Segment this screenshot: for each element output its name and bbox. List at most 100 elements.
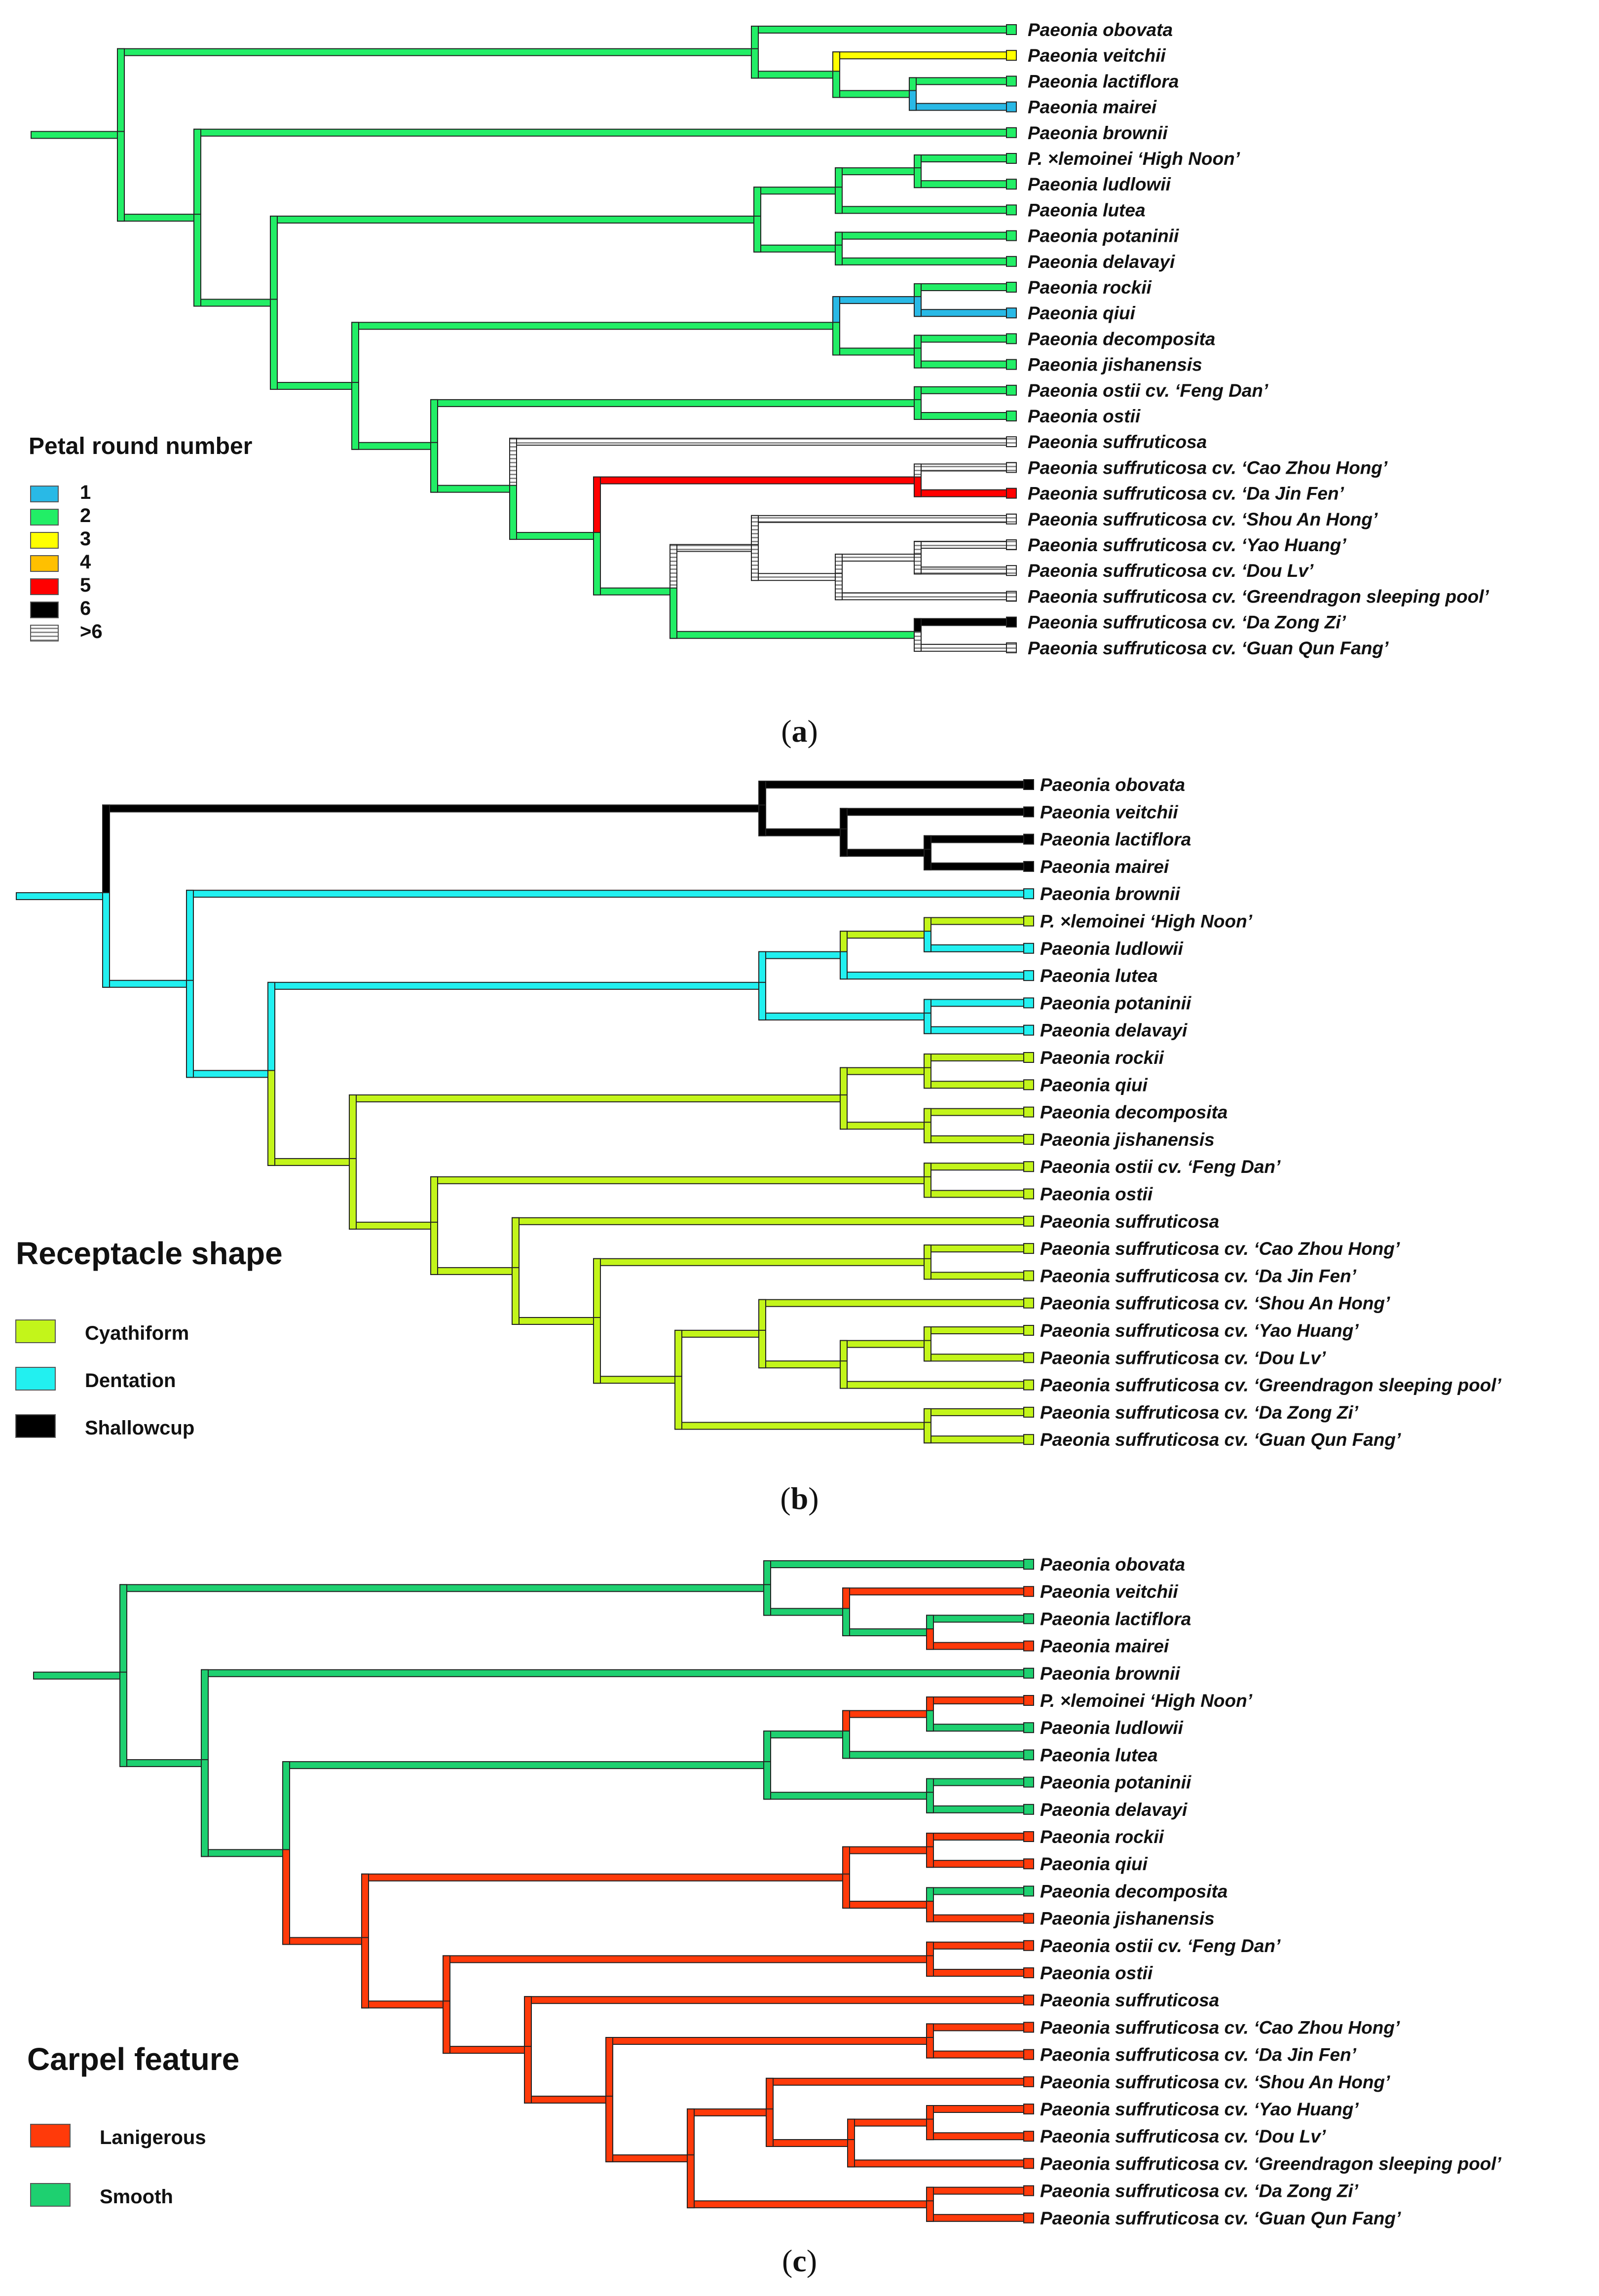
tree-branch <box>509 532 601 540</box>
tree-branch <box>117 131 125 222</box>
tree-branch <box>924 1340 931 1362</box>
tree-branch <box>186 979 194 1078</box>
tree-branch <box>669 544 677 596</box>
tree-branch <box>669 631 922 639</box>
tree-branch <box>926 1724 1025 1732</box>
tree-branch <box>687 2200 934 2209</box>
tree-branch <box>924 1190 1025 1198</box>
caption-letter: c <box>792 2243 807 2278</box>
tree-branch <box>117 214 201 222</box>
taxon-label: Paeonia suffruticosa cv. ‘Cao Zhou Hong’ <box>1040 2017 1400 2037</box>
tree-branch <box>847 2118 934 2127</box>
tip-state-marker <box>1023 1940 1034 1951</box>
legend-swatch <box>30 509 59 526</box>
tree-branch <box>605 2154 695 2163</box>
tip-state-marker <box>1006 75 1017 87</box>
tree-branch <box>924 1258 931 1280</box>
tree-branch <box>914 463 1008 472</box>
tree-branch <box>924 1326 1025 1334</box>
tree-branch <box>593 532 601 596</box>
tree-branch <box>443 2046 532 2054</box>
tree-branch <box>926 1941 1025 1950</box>
tree-branch <box>593 1258 601 1325</box>
tree-branch <box>763 1608 850 1616</box>
tree-branch <box>835 231 1008 240</box>
tree-branch <box>117 48 125 139</box>
tree-branch <box>840 1381 1025 1389</box>
tree-branch <box>842 1751 1025 1759</box>
tip-state-marker <box>1023 779 1034 790</box>
tree-branch <box>914 167 922 188</box>
taxon-label: Paeonia suffruticosa cv. ‘Greendragon sl… <box>1040 1375 1502 1395</box>
tree-root-branch <box>33 1671 127 1680</box>
tree-branch <box>926 1792 934 1813</box>
tree-branch <box>926 2037 934 2059</box>
tip-state-marker <box>1023 1161 1034 1172</box>
tip-state-marker <box>1006 565 1017 576</box>
taxon-label: Paeonia decomposita <box>1028 329 1215 349</box>
tip-state-marker <box>1006 24 1017 35</box>
tip-state-marker <box>1023 2212 1034 2223</box>
tree-branch <box>840 1360 848 1389</box>
taxon-label: Paeonia ostii <box>1040 1184 1153 1204</box>
tree-branch <box>766 2108 774 2147</box>
taxon-label: Paeonia mairei <box>1028 97 1157 117</box>
tree-branch <box>914 541 1008 549</box>
tree-branch <box>926 1778 1025 1786</box>
tip-state-marker <box>1006 256 1017 267</box>
tree-branch <box>914 154 1008 162</box>
tree-branch <box>430 442 438 493</box>
taxon-label: Paeonia suffruticosa cv. ‘Shou An Hong’ <box>1040 2072 1390 2092</box>
tree-branch <box>909 103 1008 111</box>
legend-label: 5 <box>80 574 91 596</box>
taxon-label: Paeonia potaninii <box>1040 993 1191 1013</box>
tree-branch <box>102 892 110 988</box>
tree-branch <box>842 1710 934 1718</box>
legend-c: Lanigerous Smooth <box>30 2124 206 2208</box>
legend-b: Cyathiform Dentation Shallowcup <box>15 1319 194 1439</box>
tree-branch <box>201 1759 209 1857</box>
tree-branch <box>186 1070 275 1078</box>
taxon-label: Paeonia lutea <box>1040 1745 1158 1765</box>
tree-branch <box>270 215 761 224</box>
tip-state-marker <box>1023 1052 1034 1063</box>
tip-state-marker <box>1023 1640 1034 1652</box>
tree-branch <box>753 187 843 195</box>
tree-branch <box>605 2096 613 2163</box>
tree-branch <box>924 1408 1025 1416</box>
tree-branch <box>349 1221 438 1230</box>
taxon-label: Paeonia brownii <box>1028 123 1168 143</box>
tree-branch <box>605 2037 934 2045</box>
tree-branch <box>914 643 1008 652</box>
tree-branch <box>430 399 922 407</box>
tree-branch <box>924 931 931 952</box>
tree-branch <box>924 1081 1025 1089</box>
tip-state-marker <box>1006 462 1017 473</box>
tree-branch <box>509 485 517 540</box>
tree-branch <box>835 554 922 562</box>
tree-branch <box>349 1158 357 1230</box>
taxon-label: Paeonia mairei <box>1040 857 1169 877</box>
tree-branch <box>926 2105 1025 2113</box>
taxon-label: Paeonia mairei <box>1040 1636 1169 1656</box>
taxon-label: Paeonia jishanensis <box>1028 355 1202 375</box>
tree-branch <box>512 1217 1025 1225</box>
tree-branch <box>914 618 1008 626</box>
tip-state-marker <box>1023 1379 1034 1391</box>
panel-a: Paeonia obovata Paeonia veitchii Paeonia l… <box>0 0 1599 749</box>
taxon-label: Paeonia ostii <box>1028 406 1141 426</box>
tip-state-marker <box>1023 1079 1034 1091</box>
tree-branch <box>267 981 275 1078</box>
taxon-label: Paeonia jishanensis <box>1040 1129 1215 1150</box>
tree-branch <box>763 1761 771 1800</box>
tip-state-marker <box>1023 1804 1034 1815</box>
taxon-label: Paeonia rockii <box>1040 1048 1164 1068</box>
tree-branch <box>835 244 843 265</box>
tree-branch <box>758 781 1025 789</box>
taxon-label: Paeonia qiui <box>1040 1854 1148 1874</box>
taxon-label: Paeonia potaninii <box>1040 1772 1191 1793</box>
tree-branch <box>758 1329 766 1369</box>
tip-state-marker <box>1006 179 1017 190</box>
tree-branch <box>832 51 1008 60</box>
